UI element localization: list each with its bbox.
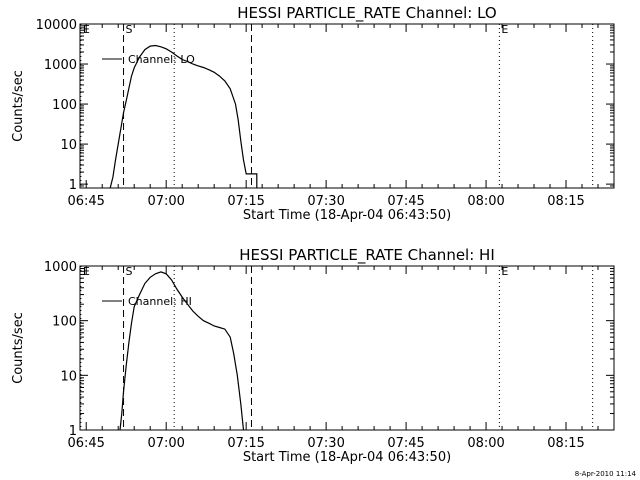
y-tick-label: 10 bbox=[60, 138, 77, 153]
y-tick-label: 100 bbox=[52, 98, 77, 113]
marker-label: E bbox=[83, 23, 90, 36]
x-tick-label: 07:15 bbox=[227, 194, 264, 209]
y-tick-label: 1000 bbox=[44, 260, 77, 275]
x-tick-label: 08:00 bbox=[467, 194, 504, 209]
x-tick-label: 07:15 bbox=[227, 436, 264, 451]
marker-label: S bbox=[126, 265, 133, 278]
footer-timestamp: 8-Apr-2010 11:14 bbox=[575, 470, 637, 478]
plot-panel-hi: HESSI PARTICLE_RATE Channel: HI 06:45 07:0… bbox=[11, 246, 615, 465]
x-axis-label: Start Time (18-Apr-04 06:43:50) bbox=[243, 450, 451, 465]
y-tick-label: 1000 bbox=[44, 58, 77, 73]
x-tick-label: 08:00 bbox=[467, 436, 504, 451]
plot-frame bbox=[79, 23, 615, 189]
series-line bbox=[119, 271, 245, 430]
plot-panel-lo: HESSI PARTICLE_RATE Channel: LO 06:45 07:0… bbox=[11, 4, 615, 223]
plot-frame bbox=[79, 265, 615, 431]
y-tick-label: 1 bbox=[69, 178, 77, 193]
y-tick-label: 10000 bbox=[36, 18, 77, 33]
x-tick-label: 07:00 bbox=[147, 436, 184, 451]
x-tick-label: 06:45 bbox=[67, 436, 104, 451]
y-axis-label: Counts/sec bbox=[11, 312, 26, 384]
marker-label: S bbox=[126, 23, 133, 36]
y-axis-label: Counts/sec bbox=[11, 70, 26, 142]
y-tick-label: 100 bbox=[52, 315, 77, 330]
x-tick-label: 07:30 bbox=[307, 436, 344, 451]
legend-label: Channel: HI bbox=[128, 295, 192, 308]
x-axis-label: Start Time (18-Apr-04 06:43:50) bbox=[243, 208, 451, 223]
marker-label: E bbox=[501, 23, 508, 36]
x-tick-label: 08:15 bbox=[547, 436, 584, 451]
chart-title: HESSI PARTICLE_RATE Channel: LO bbox=[237, 4, 496, 23]
x-tick-label: 06:45 bbox=[67, 194, 104, 209]
chart-title: HESSI PARTICLE_RATE Channel: HI bbox=[239, 246, 495, 265]
x-tick-label: 08:15 bbox=[547, 194, 584, 209]
y-tick-label: 1 bbox=[69, 424, 77, 439]
x-tick-label: 07:30 bbox=[307, 194, 344, 209]
x-tick-label: 07:00 bbox=[147, 194, 184, 209]
series-line bbox=[109, 44, 258, 188]
marker-label: E bbox=[501, 265, 508, 278]
legend-label: Channel: LO bbox=[128, 53, 195, 66]
x-tick-label: 07:45 bbox=[387, 194, 424, 209]
marker-label: E bbox=[83, 265, 90, 278]
x-tick-label: 07:45 bbox=[387, 436, 424, 451]
y-tick-label: 10 bbox=[60, 369, 77, 384]
